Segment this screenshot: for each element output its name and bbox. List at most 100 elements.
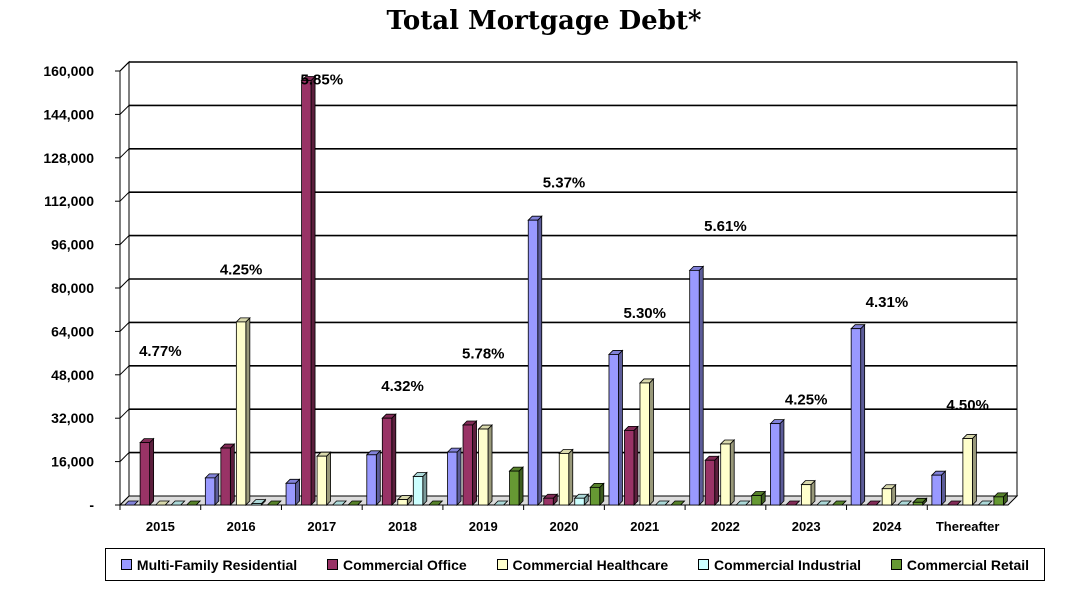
bar [381, 413, 397, 506]
rate-annotation: 5.85% [301, 72, 344, 89]
bar-top [784, 500, 801, 506]
bar-top [865, 500, 882, 506]
bar [204, 472, 220, 506]
bar-front [235, 321, 247, 506]
bar [427, 500, 444, 506]
gridline-side [119, 235, 130, 245]
bar [185, 500, 202, 506]
bar-front [912, 501, 924, 506]
legend-swatch [496, 559, 508, 570]
bar [542, 493, 559, 506]
bar-front [574, 497, 585, 506]
bar-front [881, 488, 893, 506]
bar-front [751, 495, 762, 506]
bar [412, 471, 428, 506]
bar [639, 377, 655, 506]
bar-side [456, 447, 462, 506]
bar-side [391, 413, 397, 506]
axis-layer: - 16,000 32,000 48,000 64,000 80,000 96,000 112… [43, 63, 1008, 513]
rate-annotation: 5.61% [704, 218, 747, 235]
y-tick-label: 144,000 [43, 106, 94, 122]
bar-top [670, 500, 686, 506]
bar [850, 323, 866, 506]
y-tick-label: 128,000 [43, 150, 94, 166]
bar [992, 491, 1009, 506]
y-tick-label: 112,000 [44, 193, 94, 209]
chart-legend: Multi-Family Residential Commercial Offic… [105, 548, 1045, 581]
bar [508, 466, 524, 506]
legend-swatch [120, 559, 132, 570]
bar-front [962, 438, 973, 506]
gridline-side [119, 322, 130, 332]
bar-top [654, 500, 670, 506]
bar-side [422, 471, 428, 506]
bar-front [139, 442, 151, 506]
bar-side [214, 472, 220, 506]
rate-annotation: 5.37% [543, 175, 586, 192]
chart-title: Total Mortgage Debt* [386, 6, 702, 36]
bar [139, 437, 155, 506]
bar [331, 500, 348, 506]
bar-front [543, 497, 554, 506]
bar-side [245, 316, 251, 506]
y-tick-label: 96,000 [51, 237, 94, 253]
x-tick-label: 2019 [469, 519, 498, 534]
legend-label: Commercial Office [342, 556, 467, 573]
bar-top [896, 500, 913, 506]
legend-label: Commercial Industrial [714, 556, 862, 573]
bar-front [558, 453, 570, 506]
bar-top [946, 500, 962, 506]
bar [285, 478, 301, 506]
bar [654, 500, 670, 506]
bar-front [689, 269, 700, 506]
bar-front [412, 476, 424, 506]
bar [912, 497, 928, 506]
legend-item: Commercial Retail [890, 557, 1029, 573]
gridline-side [119, 148, 130, 159]
bar [573, 493, 590, 506]
x-tick-label: 2016 [227, 519, 256, 534]
bar [815, 500, 832, 506]
bar-front [251, 503, 262, 506]
bar-front [624, 430, 635, 506]
bar-front [285, 482, 296, 506]
bar-front [509, 470, 520, 506]
x-tick-label: 2022 [711, 519, 740, 534]
bar-side [729, 439, 735, 506]
bar [608, 349, 624, 506]
bar-front [704, 459, 716, 506]
grid-layer [118, 60, 1019, 507]
bar-front [220, 447, 231, 506]
bar-top [170, 500, 186, 506]
legend-swatch [890, 559, 902, 570]
bar-front [301, 80, 312, 506]
bar-top [427, 500, 444, 506]
bar-front [720, 443, 731, 506]
bar-top [493, 500, 509, 506]
legend-item: Commercial Office [326, 556, 467, 573]
rate-annotation: 4.50% [946, 397, 989, 414]
bar-side [229, 443, 235, 506]
y-tick-label: 48,000 [51, 367, 94, 383]
rate-annotation: 4.77% [139, 343, 182, 360]
rate-annotation: 4.32% [381, 378, 424, 395]
bar-side [568, 448, 574, 506]
bar-top [331, 500, 348, 506]
bar [961, 433, 978, 506]
gridline-side [119, 191, 130, 202]
chart-plot: - 16,000 32,000 48,000 64,000 80,000 96,000 112… [43, 60, 1019, 534]
bar [750, 490, 767, 506]
bar [219, 443, 236, 506]
bar-layer [123, 75, 1009, 506]
bar-side [149, 437, 155, 506]
bar-front [462, 424, 473, 506]
bar-front [993, 496, 1004, 506]
bar-front [397, 499, 408, 506]
bar-side [310, 75, 316, 506]
bar [477, 424, 493, 506]
bar-front [931, 474, 942, 506]
bar-front [639, 382, 650, 506]
bar-side [971, 433, 977, 506]
bar [946, 500, 962, 506]
bar-side [779, 418, 785, 506]
